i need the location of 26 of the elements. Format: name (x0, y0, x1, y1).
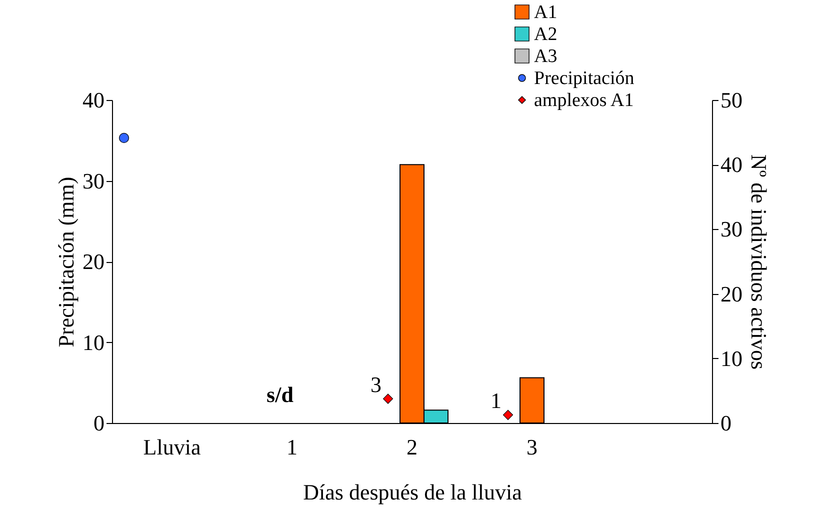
legend-label: Precipitación (534, 68, 635, 89)
y-tick-label: 30 (82, 168, 104, 194)
y2-tick-label: 20 (720, 281, 742, 306)
y-tick-label: 40 (82, 88, 104, 112)
data-label: 1 (490, 388, 502, 413)
legend-label: A2 (534, 24, 558, 45)
legend-label: A1 (534, 2, 558, 23)
x-tick-label: Lluvia (143, 434, 201, 460)
y-tick-label: 0 (94, 410, 104, 436)
y-tick-label: 20 (82, 249, 104, 274)
y2-axis-title: Nº de individuos activos (746, 154, 772, 370)
data-label: 3 (370, 372, 382, 397)
y2-tick-label: 40 (720, 152, 742, 178)
x-tick-label: 3 (526, 434, 538, 460)
x-axis-title: Días después de la lluvia (303, 480, 522, 504)
x-tick-label: 1 (286, 434, 298, 460)
annotation: s/d (266, 382, 294, 407)
y2-tick-label: 50 (720, 88, 742, 112)
y2-tick-label: 30 (720, 216, 742, 242)
y-tick-label: 10 (82, 330, 104, 355)
legend-label: amplexos A1 (534, 90, 634, 111)
legend-label: A3 (534, 46, 558, 67)
y-axis-title: Precipitación (mm) (54, 176, 78, 348)
y2-tick-label: 10 (720, 346, 742, 371)
x-tick-label: 2 (406, 434, 418, 460)
y2-tick-label: 0 (720, 410, 732, 436)
